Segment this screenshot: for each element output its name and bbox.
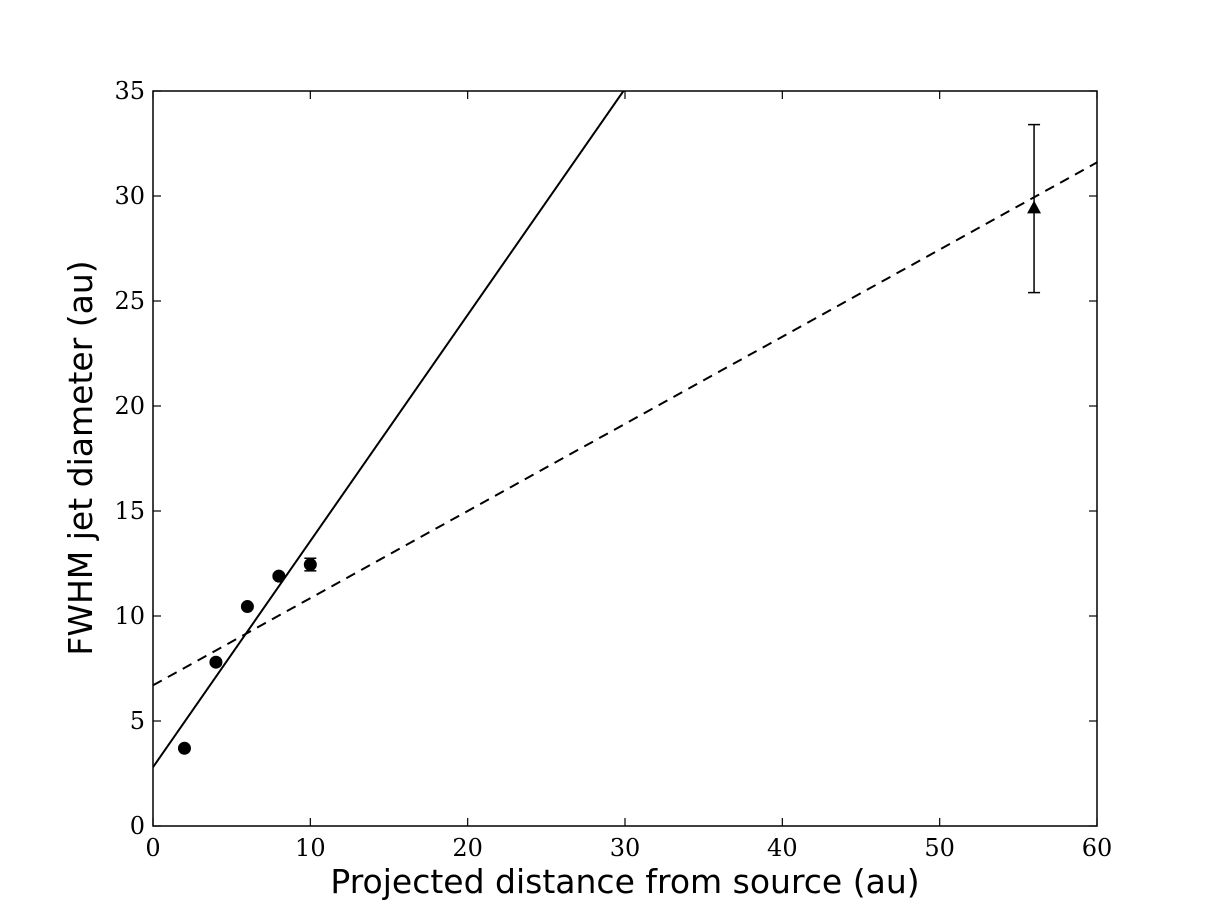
- x-tick-label: 50: [924, 834, 955, 862]
- x-axis-label: Projected distance from source (au): [330, 862, 919, 901]
- fit-line-dashed: [153, 161, 1097, 687]
- y-tick-label: 5: [130, 707, 145, 735]
- data-point: [272, 569, 286, 583]
- plot-frame: [152, 90, 1098, 827]
- y-tick-label: 20: [114, 392, 145, 420]
- axis-ticks: [152, 90, 1098, 827]
- fit-line-solid: [153, 91, 625, 768]
- x-tick-label: 20: [452, 834, 483, 862]
- y-axis-label: FWHM jet diameter (au): [61, 260, 100, 655]
- y-tick-label: 15: [114, 497, 145, 525]
- x-tick-label: 30: [610, 834, 641, 862]
- y-tick-label: 25: [114, 287, 145, 315]
- x-tick-label: 40: [767, 834, 798, 862]
- data-point-triangle: [1027, 200, 1042, 214]
- fit-lines: [153, 91, 1097, 768]
- data-point: [209, 655, 223, 669]
- data-markers: [177, 123, 1042, 755]
- y-tick-label: 10: [114, 602, 145, 630]
- data-point: [240, 600, 254, 614]
- data-point: [303, 558, 317, 572]
- x-tick-label: 0: [145, 834, 160, 862]
- x-tick-label: 60: [1082, 834, 1113, 862]
- y-tick-label: 30: [114, 182, 145, 210]
- data-point: [177, 741, 191, 755]
- y-tick-label: 0: [130, 812, 145, 840]
- tick-labels: 0 10 20 30 40 50 60 0 5 10 15 20 25 30 35: [114, 77, 1112, 862]
- x-tick-label: 10: [295, 834, 326, 862]
- y-tick-label: 35: [114, 77, 145, 105]
